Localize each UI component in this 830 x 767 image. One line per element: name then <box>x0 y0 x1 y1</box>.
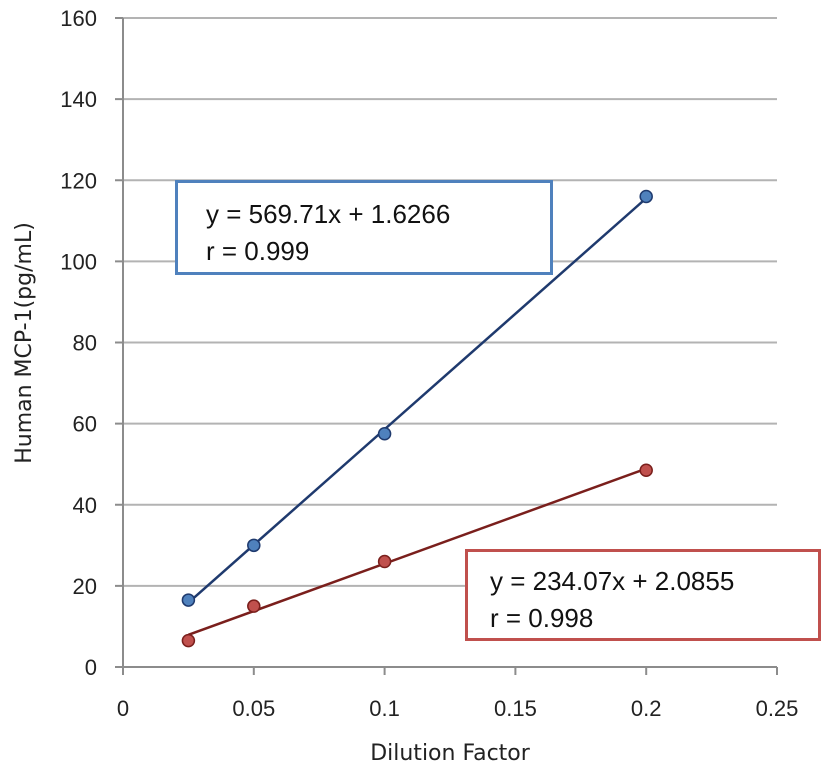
gridlines <box>123 17 777 587</box>
data-points <box>181 189 653 648</box>
trendline-2 <box>187 467 647 636</box>
trendline-equation-box-1: y = 569.71x + 1.6266 r = 0.999 <box>175 180 553 275</box>
x-tick-label-2: 0.1 <box>369 696 400 721</box>
x-tick-labels: 0 0.05 0.1 0.15 0.2 0.25 <box>117 667 799 721</box>
series-2-point-1 <box>181 633 196 648</box>
x-tick-label-1: 0.05 <box>232 696 275 721</box>
y-tick-label-8: 160 <box>60 6 97 31</box>
y-tick-label-5: 100 <box>60 249 97 274</box>
equation-label-1: y = 569.71x + 1.6266 <box>206 199 451 229</box>
series-1-point-4 <box>639 189 653 204</box>
y-tick-label-4: 80 <box>73 331 97 356</box>
y-tick-label-0: 0 <box>85 655 97 680</box>
equation-label-2: y = 234.07x + 2.0855 <box>490 566 735 596</box>
x-tick-label-5: 0.25 <box>756 696 799 721</box>
y-axis-title: Human MCP-1(pg/mL) <box>12 222 37 464</box>
r-value-label-2: r = 0.998 <box>490 603 594 633</box>
x-tick-label-0: 0 <box>117 696 129 721</box>
x-tick-label-4: 0.2 <box>631 696 662 721</box>
x-axis-title: Dilution Factor <box>370 741 531 766</box>
series-1-point-3 <box>377 427 392 441</box>
series-1-point-2 <box>247 538 261 553</box>
r-value-label-1: r = 0.999 <box>206 236 310 266</box>
series-2-point-2 <box>247 599 261 613</box>
y-tick-label-6: 120 <box>60 168 97 193</box>
y-tick-label-2: 40 <box>73 493 97 518</box>
y-tick-label-1: 20 <box>73 574 97 599</box>
series-2-point-4 <box>639 463 653 478</box>
y-tick-label-3: 60 <box>73 412 97 437</box>
y-tick-labels: 0 20 40 60 80 100 120 140 160 <box>60 6 123 680</box>
trendline-equation-box-2: y = 234.07x + 2.0855 r = 0.998 <box>465 549 821 641</box>
trendline-1 <box>187 197 648 604</box>
x-tick-label-3: 0.15 <box>494 696 537 721</box>
y-tick-label-7: 140 <box>60 87 97 112</box>
trendlines <box>187 197 648 636</box>
series-2-point-3 <box>377 554 392 569</box>
series-1-point-1 <box>181 593 196 607</box>
